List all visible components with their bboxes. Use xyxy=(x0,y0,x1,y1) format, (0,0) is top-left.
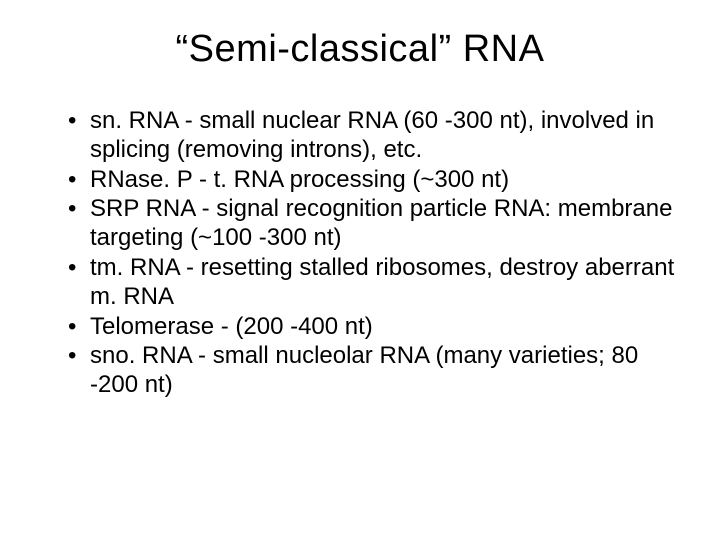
slide-container: “Semi-classical” RNA sn. RNA - small nuc… xyxy=(0,0,720,540)
list-item: sno. RNA - small nucleolar RNA (many var… xyxy=(68,342,680,400)
list-item: Telomerase - (200 -400 nt) xyxy=(68,313,680,342)
list-item: tm. RNA - resetting stalled ribosomes, d… xyxy=(68,254,680,312)
bullet-list: sn. RNA - small nuclear RNA (60 -300 nt)… xyxy=(40,107,680,400)
list-item: RNase. P - t. RNA processing (~300 nt) xyxy=(68,166,680,195)
list-item: SRP RNA - signal recognition particle RN… xyxy=(68,195,680,253)
slide-title: “Semi-classical” RNA xyxy=(40,28,680,71)
list-item: sn. RNA - small nuclear RNA (60 -300 nt)… xyxy=(68,107,680,165)
